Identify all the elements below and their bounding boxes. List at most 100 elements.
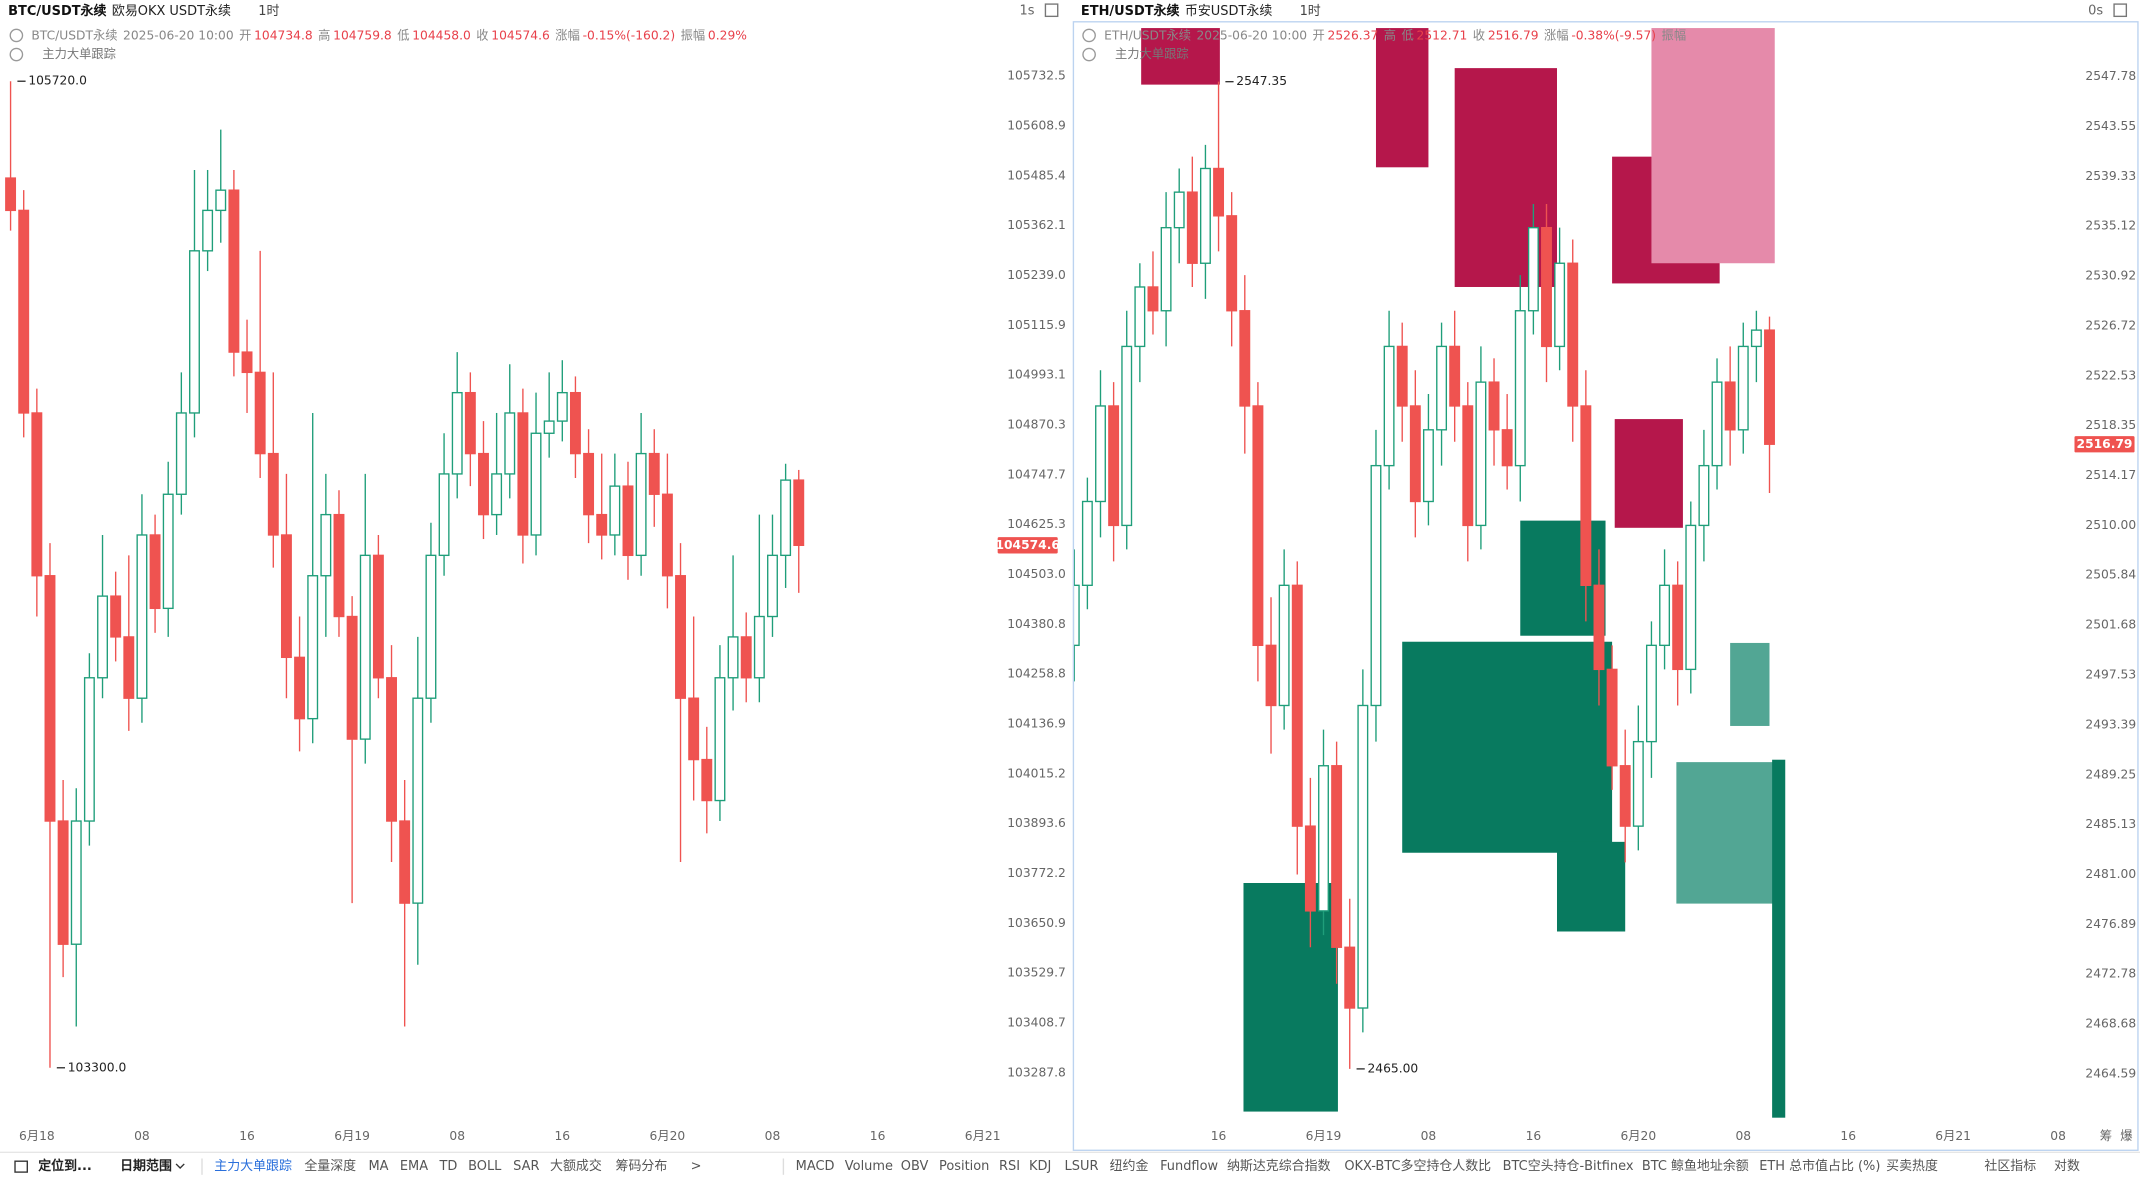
candle-body xyxy=(1173,191,1185,229)
toolbar-indicator[interactable]: BTC 鲸鱼地址余额 xyxy=(1642,1158,1749,1174)
toolbar-indicator[interactable]: EMA xyxy=(400,1159,428,1174)
toolbar-indicator[interactable]: MA xyxy=(368,1159,388,1174)
y-tick-label: 2472.78 xyxy=(2085,967,2136,981)
y-tick-label: 103529.7 xyxy=(1007,966,1066,980)
candle-body xyxy=(543,420,555,434)
candle-body xyxy=(31,412,43,577)
candle-body xyxy=(714,677,726,802)
candle-body xyxy=(491,473,503,516)
toolbar-indicator[interactable]: 大额成交 xyxy=(550,1158,602,1174)
toolbar-indicator[interactable]: OKX-BTC多空持仓人数比 xyxy=(1344,1159,1491,1174)
toolbar-indicator[interactable]: SAR xyxy=(513,1159,539,1174)
candle-body xyxy=(793,479,805,547)
toolbar-indicator[interactable]: 对数 xyxy=(2054,1159,2080,1174)
axis-button[interactable]: 爆 xyxy=(2120,1129,2132,1143)
candle-body xyxy=(1541,226,1552,348)
y-tick-label: 2526.72 xyxy=(2085,318,2136,332)
candle-body xyxy=(97,595,108,679)
y-tick-label: 105608.9 xyxy=(1007,119,1066,133)
candle-body xyxy=(1659,584,1671,647)
candle-body xyxy=(648,452,660,495)
toolbar-button[interactable]: 定位到... xyxy=(38,1158,92,1174)
y-tick-label: 103408.7 xyxy=(1007,1015,1066,1029)
y-tick-label: 2535.12 xyxy=(2085,219,2136,233)
toolbar-indicator[interactable]: 纳斯达克综合指数 xyxy=(1227,1159,1331,1174)
dropdown-caret xyxy=(175,1163,185,1169)
candle-body xyxy=(123,636,135,699)
toolbar-indicator[interactable]: ETH 总市值占比 (%) xyxy=(1759,1158,1880,1174)
candle-body xyxy=(307,575,319,720)
y-tick-label: 103772.2 xyxy=(1007,866,1066,880)
y-tick-label: 2530.92 xyxy=(2085,269,2136,283)
interval[interactable]: 1时 xyxy=(1300,3,1321,18)
candle-body xyxy=(70,820,82,945)
y-tick-label: 2497.53 xyxy=(2085,668,2136,682)
toolbar-indicator[interactable]: 社区指标 xyxy=(1984,1158,2036,1174)
liquidity-zone xyxy=(1730,642,1770,726)
toolbar-indicator[interactable]: 筹码分布 xyxy=(616,1158,668,1174)
info-label: 振幅 xyxy=(681,27,706,42)
x-tick-label: 16 xyxy=(1526,1129,1542,1143)
candle-body xyxy=(1606,668,1618,767)
candle-body xyxy=(399,820,411,904)
candle-body xyxy=(1304,825,1316,912)
y-tick-label: 2485.13 xyxy=(2085,817,2136,831)
candle-body xyxy=(1186,191,1198,264)
indicator-label: 主力大单跟踪 xyxy=(42,47,116,61)
candle-body xyxy=(18,209,30,414)
candle-body xyxy=(386,677,397,822)
exchange: 币安USDT永续 xyxy=(1185,3,1272,18)
candle-body xyxy=(412,697,424,904)
plot-area xyxy=(5,81,805,1068)
x-tick-label: 16 xyxy=(1840,1129,1856,1143)
toolbar-indicator[interactable]: BTC空头持仓-Bitfinex xyxy=(1503,1159,1634,1174)
collapse-icon[interactable] xyxy=(9,28,24,43)
toolbar-indicator[interactable]: 主力大单跟踪 xyxy=(214,1159,292,1174)
toolbar-indicator[interactable]: 买卖热度 xyxy=(1886,1158,1938,1174)
toolbar-indicator[interactable]: MACD xyxy=(796,1159,835,1174)
candle-body xyxy=(110,595,122,638)
candle-body xyxy=(438,473,450,557)
toolbar-indicator[interactable]: BOLL xyxy=(468,1159,502,1174)
toolbar-indicator[interactable]: 全量深度 xyxy=(304,1158,356,1174)
candle-body xyxy=(333,513,345,618)
screenshot-icon[interactable] xyxy=(2113,3,2128,18)
collapse-icon[interactable] xyxy=(1082,28,1096,43)
liquidity-zone xyxy=(1520,520,1606,636)
toolbar-indicator[interactable]: Position xyxy=(939,1159,989,1174)
y-tick-label: 2481.00 xyxy=(2085,867,2136,881)
y-tick-label: 105239.0 xyxy=(1007,268,1066,282)
info-symbol: ETH/USDT永续 xyxy=(1104,28,1191,42)
collapse-icon[interactable] xyxy=(9,47,24,62)
toolbar-indicator[interactable]: LSUR xyxy=(1065,1159,1099,1174)
candle-body xyxy=(162,493,174,610)
toolbar-button[interactable]: 日期范围 xyxy=(120,1158,172,1174)
x-tick-label: 6月19 xyxy=(334,1129,370,1143)
x-tick-label: 08 xyxy=(1421,1129,1437,1143)
marker-label: 105720.0 xyxy=(28,74,87,88)
toolbar-indicator[interactable]: 纽约金 xyxy=(1110,1158,1149,1174)
toolbar-indicator[interactable]: RSI xyxy=(999,1159,1020,1174)
candle-body xyxy=(661,493,673,577)
axis-button[interactable]: 筹 xyxy=(2100,1129,2112,1143)
toolbar-indicator[interactable]: Fundflow xyxy=(1160,1159,1218,1174)
liquidity-zone xyxy=(1651,28,1775,264)
screenshot-icon[interactable] xyxy=(1044,3,1059,18)
toolbar-indicator[interactable]: OBV xyxy=(901,1159,929,1174)
toolbar-indicator[interactable]: > xyxy=(691,1159,702,1174)
collapse-icon[interactable] xyxy=(1082,47,1096,62)
interval[interactable]: 1时 xyxy=(258,3,279,18)
x-tick-label: 16 xyxy=(1211,1129,1227,1143)
toolbar-indicator[interactable]: TD xyxy=(438,1159,457,1174)
last-price-tag xyxy=(997,537,1058,554)
candle-body xyxy=(1226,215,1238,312)
y-tick-label: 2518.35 xyxy=(2085,418,2136,432)
info-datetime: 2025-06-20 10:00 xyxy=(1196,28,1307,42)
info-value: 104759.8 xyxy=(333,28,392,42)
info-value: -0.38%(-9.57) xyxy=(1571,28,1656,42)
candle-body xyxy=(1074,584,1080,647)
toolbar-indicator[interactable]: KDJ xyxy=(1029,1159,1051,1174)
toolbar-indicator[interactable]: Volume xyxy=(845,1159,893,1174)
y-tick-label: 2522.53 xyxy=(2085,368,2136,382)
